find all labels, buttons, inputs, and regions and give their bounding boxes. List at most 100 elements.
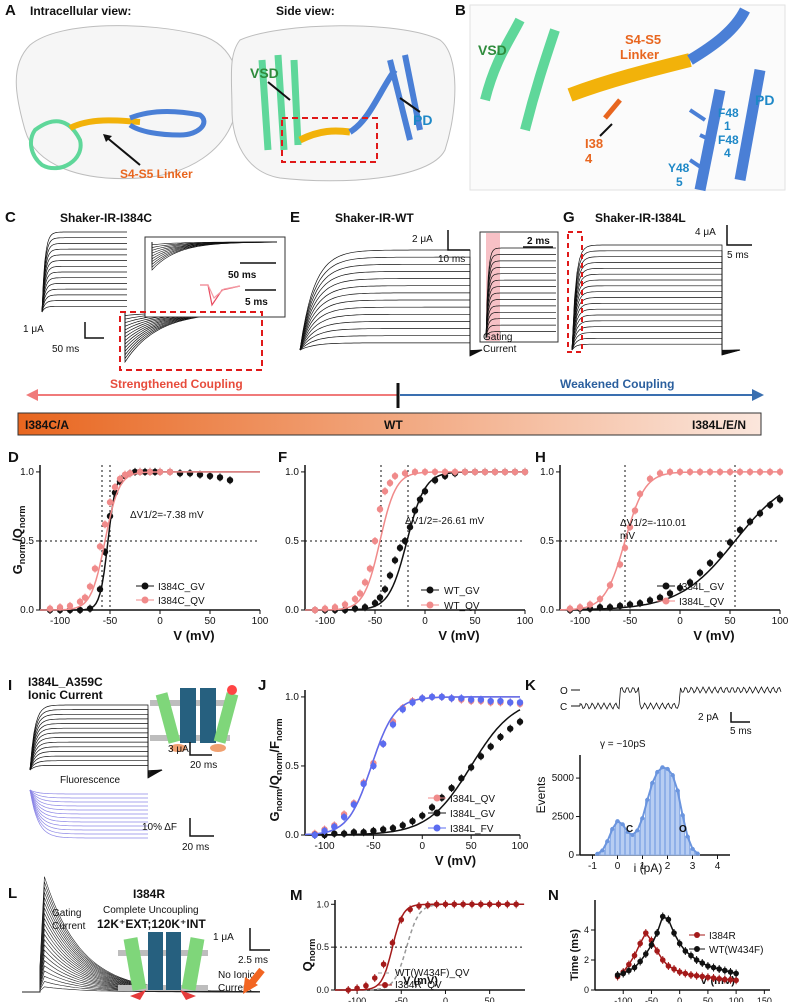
current-trace bbox=[571, 279, 741, 354]
legend-f-0: WT_GV bbox=[444, 586, 480, 597]
data-point bbox=[389, 824, 397, 832]
data-point bbox=[776, 496, 784, 503]
data-point bbox=[596, 604, 604, 611]
current-trace bbox=[299, 299, 483, 354]
arrow-i384 bbox=[599, 123, 613, 137]
legend-f-1: WT_QV bbox=[444, 601, 480, 612]
data-point bbox=[381, 586, 389, 593]
legend-n-1: WT(W434F) bbox=[709, 945, 763, 956]
panel-g-title: Shaker-IR-I384L bbox=[595, 211, 686, 225]
current-trace bbox=[485, 254, 556, 339]
x-tick-label: 100 bbox=[252, 616, 269, 627]
current-trace bbox=[41, 271, 127, 313]
data-point bbox=[196, 471, 204, 478]
data-point bbox=[86, 605, 94, 612]
current-trace bbox=[571, 291, 741, 354]
current-trace bbox=[571, 267, 741, 355]
histogram-point bbox=[690, 846, 695, 851]
label-linker-b-1: S4-S5 bbox=[625, 32, 661, 47]
scalebar-g bbox=[726, 225, 752, 246]
x-tick-label: 0 bbox=[443, 996, 448, 1002]
data-point bbox=[676, 940, 683, 947]
traces-i bbox=[29, 704, 163, 779]
data-point bbox=[478, 901, 484, 908]
histogram-bar bbox=[615, 820, 620, 856]
current-trace bbox=[299, 285, 483, 355]
pd-ribbon bbox=[128, 109, 207, 138]
data-point bbox=[646, 475, 654, 483]
label-f484-2: 4 bbox=[724, 146, 731, 160]
scale-g-y: 4 μA bbox=[695, 227, 716, 238]
data-point bbox=[616, 561, 624, 568]
current-trace bbox=[571, 337, 741, 351]
bar-left-label: I384C/A bbox=[25, 418, 69, 432]
protein-zoom bbox=[469, 4, 786, 192]
current-trace bbox=[29, 789, 148, 831]
current-trace bbox=[29, 723, 163, 777]
current-trace bbox=[41, 260, 127, 313]
data-point bbox=[376, 505, 384, 513]
x-tick-label: -1 bbox=[588, 861, 597, 872]
scalebar-fluor bbox=[189, 818, 214, 837]
scalebar-k bbox=[730, 712, 750, 723]
current-trace bbox=[29, 789, 148, 803]
scale-l-x: 2.5 ms bbox=[238, 955, 268, 966]
data-point bbox=[458, 775, 465, 782]
current-trace bbox=[299, 313, 483, 353]
data-point bbox=[407, 906, 413, 913]
y-tick-label: 0.5 bbox=[540, 536, 554, 547]
histogram-point bbox=[625, 829, 630, 834]
current-trace bbox=[485, 324, 556, 339]
legend-d-0: I384C_GV bbox=[158, 582, 205, 593]
data-point bbox=[676, 969, 683, 975]
current-trace bbox=[29, 751, 163, 773]
x-tick-label: -100 bbox=[348, 996, 366, 1002]
scale-k-y: 2 pA bbox=[698, 712, 719, 723]
histogram-point bbox=[650, 780, 655, 785]
data-point bbox=[331, 823, 338, 830]
current-trace bbox=[29, 789, 148, 799]
panel-letter-m: M bbox=[290, 887, 303, 904]
arrow-vsd-a bbox=[267, 81, 291, 101]
panel-letter-c: C bbox=[5, 209, 16, 226]
data-point bbox=[370, 827, 377, 835]
traces-e bbox=[299, 249, 483, 357]
scalebar-e bbox=[447, 230, 470, 251]
data-point bbox=[371, 975, 378, 981]
x-tick-label: -100 bbox=[50, 616, 70, 627]
data-point bbox=[86, 583, 94, 590]
y-tick-label: 5000 bbox=[552, 773, 575, 784]
data-point bbox=[381, 488, 389, 495]
current-trace bbox=[571, 244, 741, 356]
data-point bbox=[727, 969, 734, 975]
data-point bbox=[693, 972, 700, 979]
histogram-point bbox=[675, 788, 680, 793]
data-point bbox=[576, 604, 584, 611]
current-trace bbox=[29, 789, 148, 823]
data-point bbox=[389, 940, 396, 946]
x-tick-label: -50 bbox=[103, 616, 118, 627]
current-trace bbox=[29, 755, 163, 773]
current-trace bbox=[29, 789, 148, 795]
label-i384-1: I38 bbox=[585, 136, 603, 151]
data-point bbox=[606, 604, 614, 611]
data-point bbox=[477, 753, 485, 760]
data-point bbox=[363, 982, 369, 989]
legend-j: I384L_QV I384L_GV I384L_FV bbox=[428, 794, 495, 835]
delta-h-1: ΔV1/2=-110.01 bbox=[620, 518, 687, 529]
data-point bbox=[448, 784, 455, 792]
x-tick-label: 0 bbox=[677, 996, 682, 1002]
data-point bbox=[636, 599, 644, 607]
data-point bbox=[682, 970, 689, 977]
current-trace bbox=[571, 262, 741, 355]
panel-letter-h: H bbox=[535, 449, 546, 466]
data-point bbox=[477, 696, 485, 703]
gating-highlight bbox=[486, 233, 500, 341]
data-point bbox=[469, 901, 475, 908]
data-point bbox=[716, 551, 724, 558]
current-trace bbox=[571, 297, 741, 353]
data-point bbox=[391, 472, 399, 480]
current-trace bbox=[29, 737, 163, 775]
